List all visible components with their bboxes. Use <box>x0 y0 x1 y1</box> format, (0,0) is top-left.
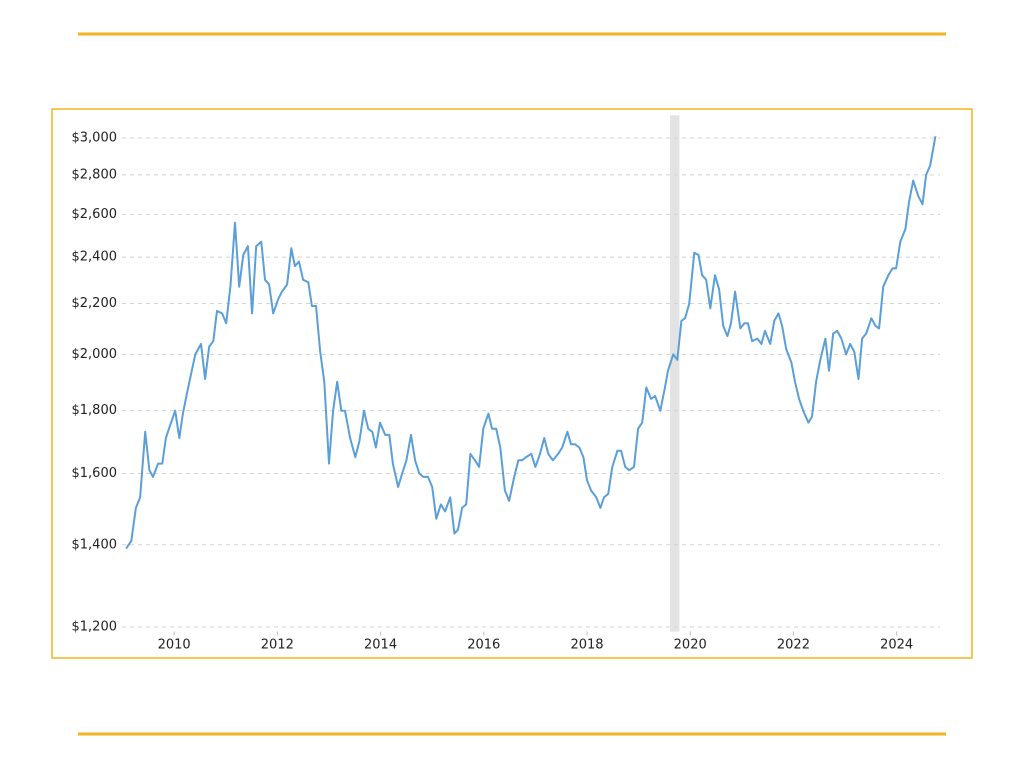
y-tick-label: $2,800 <box>72 167 118 182</box>
y-tick-label: $1,400 <box>72 537 118 552</box>
y-tick-label: $2,000 <box>72 347 118 362</box>
y-tick-label: $2,400 <box>72 250 118 265</box>
x-tick-label: 2012 <box>261 638 294 653</box>
x-tick-label: 2014 <box>364 638 397 653</box>
chart-frame <box>51 108 973 659</box>
y-tick-label: $2,200 <box>72 296 118 311</box>
x-tick-label: 2016 <box>467 638 500 653</box>
x-tick-label: 2010 <box>158 638 191 653</box>
x-tick-label: 2024 <box>880 638 913 653</box>
x-tick-label: 2018 <box>570 638 603 653</box>
y-tick-label: $3,000 <box>72 131 118 146</box>
x-tick-label: 2022 <box>777 638 810 653</box>
y-tick-label: $1,200 <box>72 620 118 635</box>
y-tick-label: $1,600 <box>72 466 118 481</box>
price-line <box>125 136 937 550</box>
y-tick-label: $1,800 <box>72 403 118 418</box>
y-tick-label: $2,600 <box>72 207 118 222</box>
shaded-period <box>670 115 680 632</box>
x-tick-label: 2020 <box>674 638 707 653</box>
